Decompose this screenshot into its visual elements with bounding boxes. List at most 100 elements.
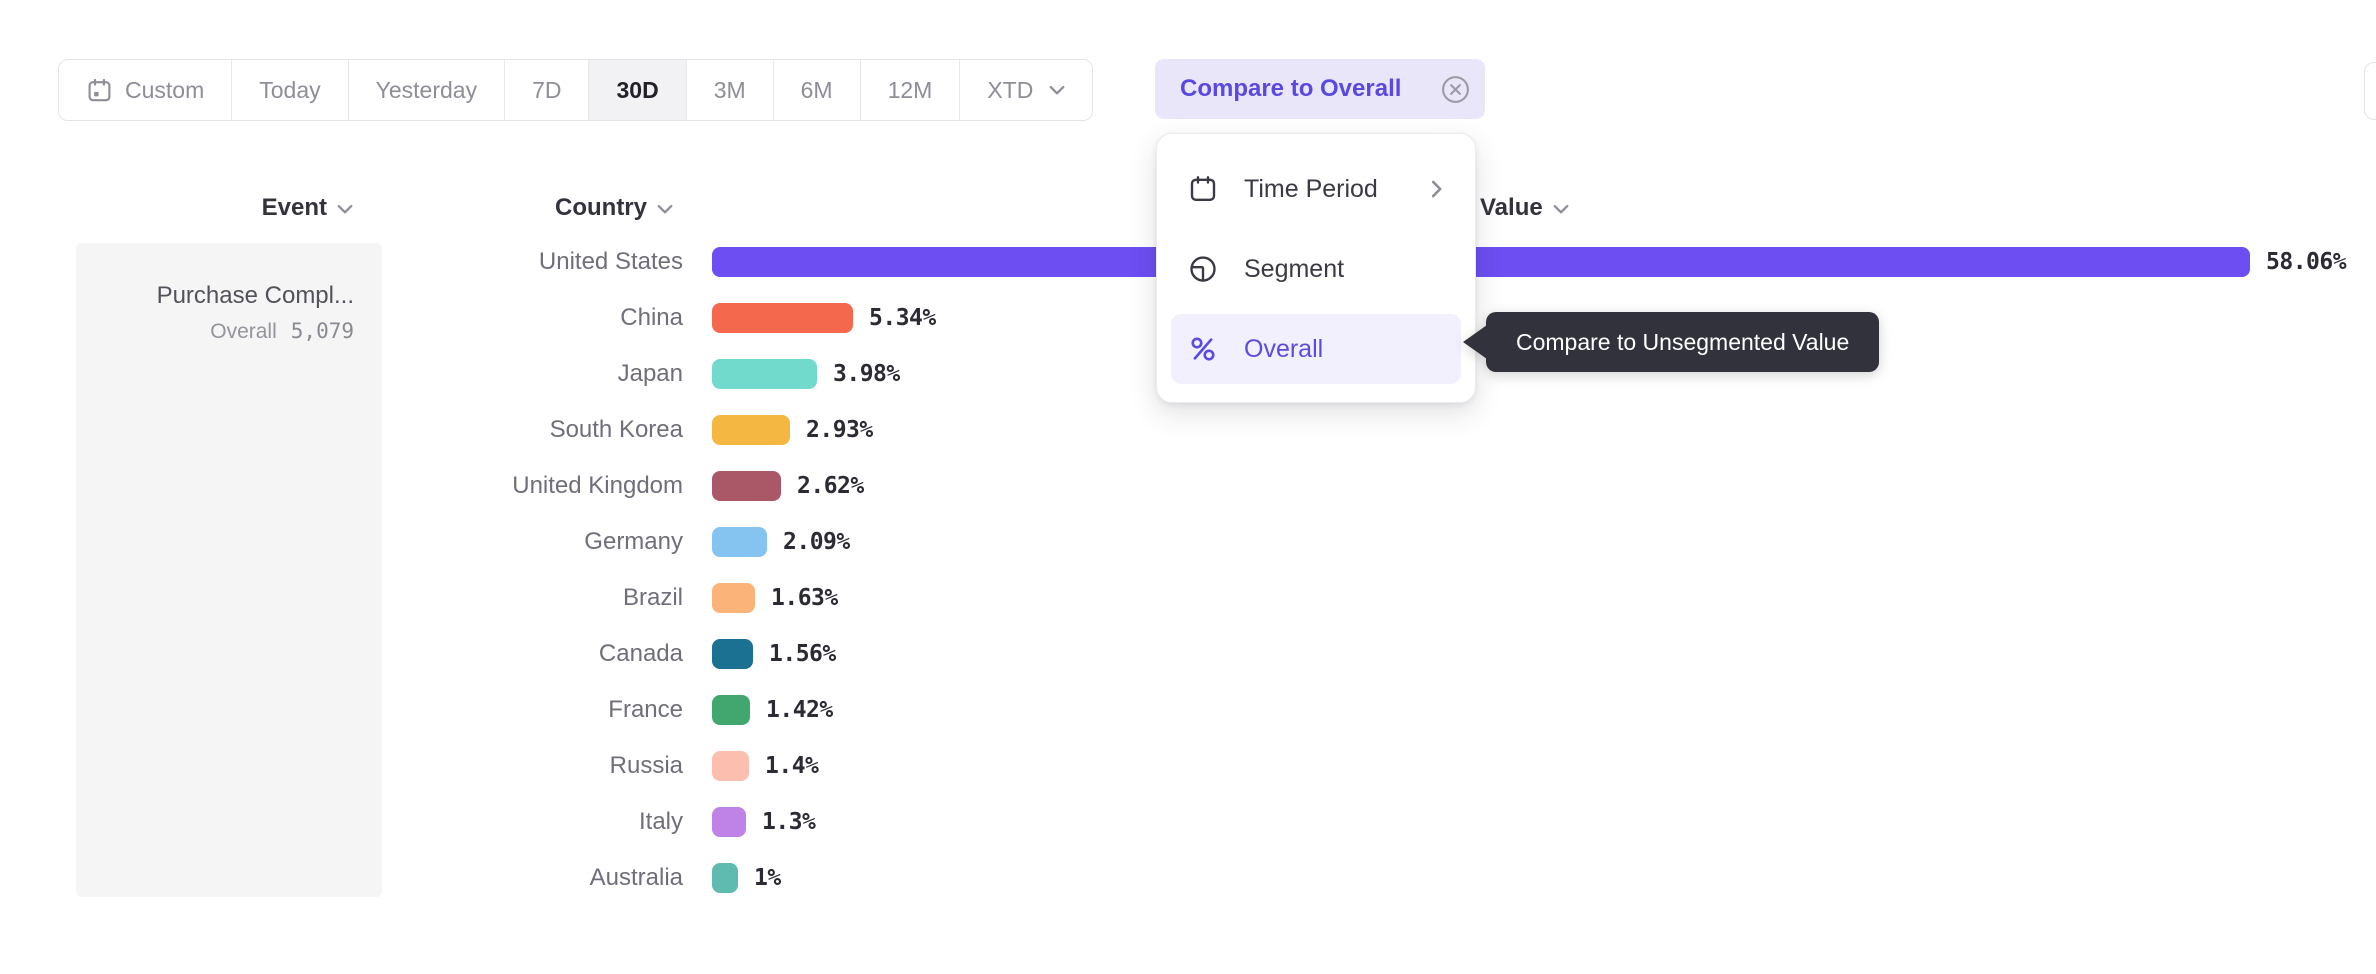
- menu-item-label: Overall: [1244, 334, 1324, 363]
- tooltip-box: Compare to Unsegmented Value: [1486, 312, 1880, 372]
- country-label: Australia: [589, 864, 683, 891]
- date-range-label: 6M: [800, 76, 833, 103]
- compare-dropdown-menu: Time Period Segment Overall: [1156, 133, 1476, 403]
- percent-icon: [1188, 334, 1218, 364]
- chevron-right-icon: [1431, 180, 1447, 198]
- bar-value-label: 2.09%: [783, 529, 850, 555]
- date-range-label: Today: [259, 76, 321, 103]
- chevron-down-icon: [1049, 85, 1065, 96]
- bar-value-label: 1%: [754, 865, 781, 891]
- bar-value-label: 2.62%: [797, 473, 864, 499]
- chart-row: United States 58.06%: [0, 234, 2376, 290]
- chart-row: United Kingdom 2.62%: [0, 458, 2376, 514]
- bar-china[interactable]: [712, 303, 853, 333]
- date-range-label: 7D: [532, 76, 562, 103]
- date-range-6m[interactable]: 6M: [772, 60, 860, 120]
- bar-russia[interactable]: [712, 751, 749, 781]
- bar-value-label: 1.56%: [769, 641, 836, 667]
- overall-label: Overall: [210, 320, 277, 343]
- event-card[interactable]: Purchase Compl... Overall 5,079: [76, 243, 382, 897]
- date-range-today[interactable]: Today: [231, 60, 348, 120]
- bar-value-label: 1.3%: [762, 809, 816, 835]
- country-label: Russia: [609, 752, 683, 779]
- country-label: South Korea: [549, 416, 683, 443]
- bar-japan[interactable]: [712, 359, 817, 389]
- date-range-control: Custom Today Yesterday 7D 30D 3M 6M 12M …: [58, 59, 1094, 121]
- menu-item-time-period[interactable]: Time Period: [1171, 154, 1461, 224]
- chart-row: France 1.42%: [0, 682, 2376, 738]
- date-range-label: Custom: [125, 76, 205, 103]
- event-name: Purchase Compl...: [156, 282, 354, 309]
- overall-value: 5,079: [290, 319, 354, 343]
- date-range-label: XTD: [987, 76, 1034, 103]
- chevron-down-icon: [657, 201, 673, 215]
- value-column-header[interactable]: Value: [1480, 190, 1569, 226]
- date-range-yesterday[interactable]: Yesterday: [347, 60, 505, 120]
- bar-value-label: 1.63%: [771, 585, 838, 611]
- tooltip: Compare to Unsegmented Value: [1463, 312, 1880, 372]
- date-range-7d[interactable]: 7D: [504, 60, 589, 120]
- chevron-down-icon: [1553, 201, 1569, 215]
- chart-row: Russia 1.4%: [0, 738, 2376, 794]
- date-range-label: 30D: [616, 76, 659, 103]
- country-header-label: Country: [555, 194, 647, 221]
- tooltip-text: Compare to Unsegmented Value: [1516, 328, 1850, 355]
- country-label: United States: [538, 248, 683, 275]
- chart-row: Italy 1.3%: [0, 794, 2376, 850]
- chart-row: South Korea 2.93%: [0, 402, 2376, 458]
- chart-row: Brazil 1.63%: [0, 570, 2376, 626]
- country-label: Canada: [598, 640, 683, 667]
- chart-row: Japan 3.98%: [0, 346, 2376, 402]
- bar-value-label: 58.06%: [2266, 249, 2347, 275]
- bar-france[interactable]: [712, 695, 750, 725]
- event-overall-row: Overall 5,079: [96, 319, 354, 344]
- bar-australia[interactable]: [712, 863, 738, 893]
- country-label: France: [608, 696, 683, 723]
- value-header-label: Value: [1480, 194, 1543, 221]
- bar-united-kingdom[interactable]: [712, 471, 781, 501]
- bar-italy[interactable]: [712, 807, 746, 837]
- bar-value-label: 3.98%: [833, 361, 900, 387]
- chart-row: Canada 1.56%: [0, 626, 2376, 682]
- compare-to-overall-chip[interactable]: Compare to Overall: [1155, 59, 1485, 119]
- country-label: China: [620, 304, 683, 331]
- chevron-down-icon: [337, 201, 353, 215]
- country-column-header[interactable]: Country: [400, 190, 673, 226]
- date-range-30d[interactable]: 30D: [588, 60, 686, 120]
- toolbar: Custom Today Yesterday 7D 30D 3M 6M 12M …: [58, 59, 1094, 121]
- segment-icon: [1188, 254, 1218, 284]
- tooltip-arrow-left: [1463, 325, 1487, 359]
- bar-canada[interactable]: [712, 639, 753, 669]
- date-range-3m[interactable]: 3M: [685, 60, 773, 120]
- country-label: Japan: [617, 360, 683, 387]
- menu-item-label: Time Period: [1244, 174, 1378, 203]
- bar-united-states[interactable]: [712, 247, 2250, 277]
- bar-value-label: 1.4%: [765, 753, 819, 779]
- bar-germany[interactable]: [712, 527, 767, 557]
- date-range-custom[interactable]: Custom: [59, 60, 232, 120]
- remove-compare-icon[interactable]: [1440, 74, 1471, 105]
- compare-chip-label: Compare to Overall: [1180, 75, 1402, 102]
- chart-row: China 5.34%: [0, 290, 2376, 346]
- bar-value-label: 2.93%: [806, 417, 873, 443]
- event-column-header[interactable]: Event: [76, 190, 353, 226]
- bar-value-label: 5.34%: [869, 305, 936, 331]
- date-range-xtd[interactable]: XTD: [959, 60, 1093, 120]
- menu-item-overall[interactable]: Overall: [1171, 314, 1461, 384]
- country-label: Brazil: [622, 584, 683, 611]
- country-label: Italy: [638, 808, 683, 835]
- menu-item-segment[interactable]: Segment: [1171, 234, 1461, 304]
- date-range-12m[interactable]: 12M: [859, 60, 960, 120]
- menu-item-label: Segment: [1244, 254, 1345, 283]
- bar-south-korea[interactable]: [712, 415, 790, 445]
- event-header-label: Event: [261, 194, 327, 221]
- date-range-label: 3M: [713, 76, 746, 103]
- calendar-icon: [1188, 174, 1218, 204]
- chart-row: Germany 2.09%: [0, 514, 2376, 570]
- partial-button-right[interactable]: [2364, 62, 2376, 120]
- calendar-icon: [86, 77, 113, 104]
- chart-row: Australia 1%: [0, 850, 2376, 906]
- date-range-label: Yesterday: [375, 76, 478, 103]
- bar-brazil[interactable]: [712, 583, 755, 613]
